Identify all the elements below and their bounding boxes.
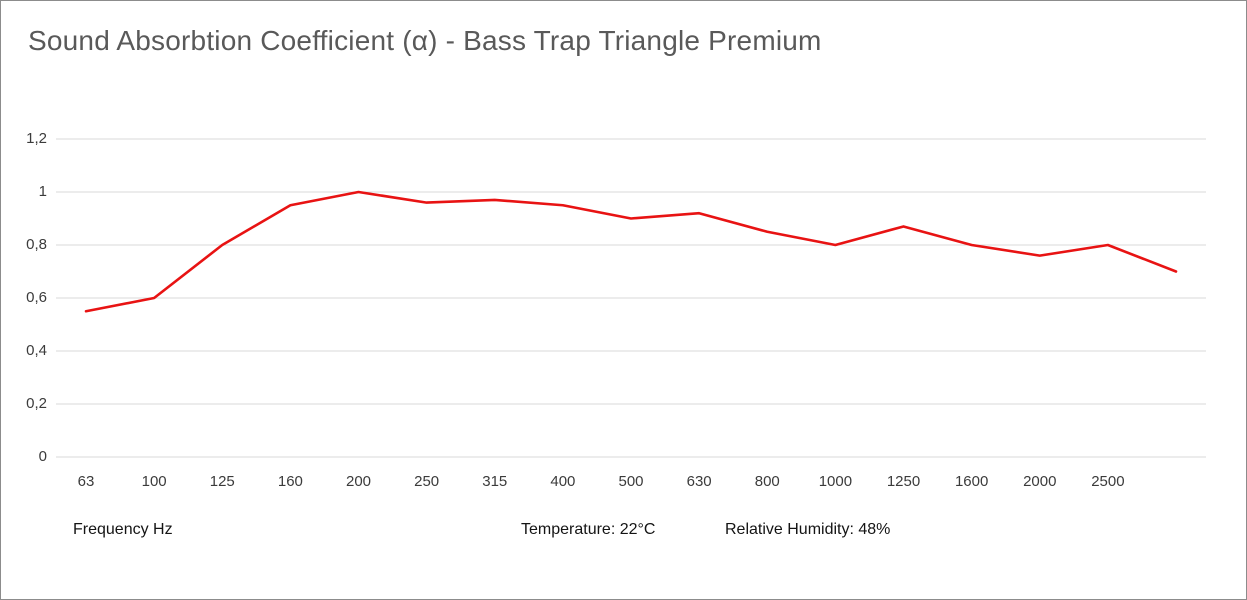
temperature-annotation: Temperature: 22°C <box>521 521 656 538</box>
x-tick-label: 2500 <box>1091 473 1125 490</box>
y-tick-label: 1 <box>38 183 47 200</box>
x-axis-title: Frequency Hz <box>73 521 173 538</box>
x-tick-label: 63 <box>77 473 95 490</box>
y-tick-label: 1,2 <box>26 130 47 147</box>
x-tick-label: 2000 <box>1023 473 1057 490</box>
y-tick-label: 0,2 <box>26 395 47 412</box>
x-tick-label: 400 <box>550 473 576 490</box>
y-tick-label: 0 <box>38 448 47 465</box>
y-tick-label: 0,4 <box>26 342 47 359</box>
humidity-annotation: Relative Humidity: 48% <box>725 521 891 538</box>
plot-area <box>56 138 1206 458</box>
x-tick-label: 1250 <box>886 473 921 490</box>
x-tick-label: 160 <box>277 473 303 490</box>
line-series <box>84 190 1178 313</box>
x-tick-label: 200 <box>345 473 372 490</box>
x-tick-label: 800 <box>754 473 780 490</box>
x-tick-label: 630 <box>686 473 712 490</box>
x-tick-label: 250 <box>414 473 440 490</box>
x-tick-label: 1600 <box>954 473 989 490</box>
x-tick-label: 315 <box>482 473 508 490</box>
x-tick-label: 1000 <box>818 473 853 490</box>
x-tick-label: 500 <box>618 473 644 490</box>
chart-title: Sound Absorbtion Coefficient (α) - Bass … <box>28 25 822 56</box>
x-tick-label: 125 <box>209 473 235 490</box>
y-tick-label: 0,6 <box>26 289 47 306</box>
y-tick-label: 0,8 <box>26 236 47 253</box>
x-tick-label: 100 <box>141 473 167 490</box>
